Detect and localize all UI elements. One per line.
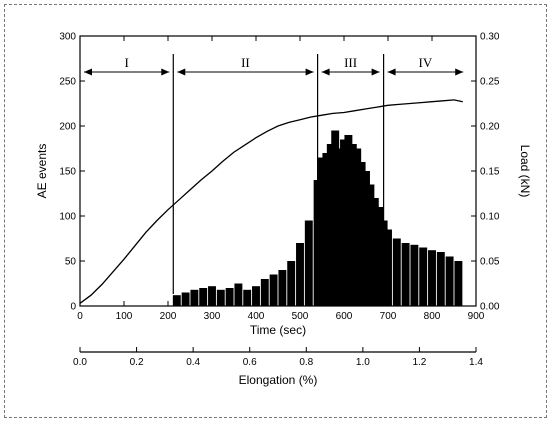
- ae-event-bar: [287, 261, 296, 306]
- region-label: II: [241, 55, 250, 70]
- ae-event-bar: [190, 289, 199, 306]
- x-tick-label: 300: [204, 311, 221, 322]
- ae-event-bar: [208, 286, 216, 306]
- ae-event-bar: [410, 244, 419, 306]
- x2-tick-label: 1.0: [356, 357, 370, 368]
- x2-axis-label: Elongation (%): [239, 373, 318, 387]
- region-arrowhead-left: [177, 68, 186, 76]
- y-axis-label: AE events: [35, 144, 49, 199]
- x2-tick-label: 0.4: [186, 357, 200, 368]
- x2-tick-label: 1.4: [469, 357, 483, 368]
- y2-axis-label: Load (kN): [518, 145, 532, 198]
- y2-tick-label: 0.00: [480, 302, 500, 313]
- ae-event-bar: [348, 144, 357, 306]
- ae-event-bar: [260, 279, 269, 306]
- x-tick-label: 800: [424, 311, 441, 322]
- x2-tick-label: 0.0: [73, 357, 87, 368]
- region-arrowhead-right: [371, 68, 380, 76]
- region-arrowhead-left: [84, 68, 92, 76]
- y-tick-label: 300: [59, 32, 76, 43]
- ae-event-bar: [278, 270, 287, 306]
- x-tick-label: 700: [380, 311, 397, 322]
- x-tick-label: 400: [248, 311, 265, 322]
- ae-event-bar: [353, 148, 362, 306]
- ae-event-bar: [225, 288, 234, 306]
- load-curve: [79, 99, 463, 304]
- y-tick-label: 0: [70, 302, 76, 313]
- region-arrowhead-left: [387, 68, 396, 76]
- region-arrowhead-left: [321, 68, 330, 76]
- ae-event-bar: [322, 153, 331, 306]
- y-tick-label: 200: [59, 122, 76, 133]
- y-tick-label: 150: [59, 167, 76, 178]
- region-arrowhead-right: [305, 68, 314, 76]
- ae-event-bar: [454, 261, 463, 306]
- ae-event-bar: [216, 289, 225, 306]
- ae-event-bar: [296, 243, 304, 306]
- figure-frame: [4, 4, 547, 418]
- x-tick-label: 200: [160, 311, 177, 322]
- region-arrowhead-right: [455, 68, 464, 76]
- y2-tick-label: 0.15: [480, 167, 500, 178]
- y2-tick-label: 0.10: [480, 212, 500, 223]
- ae-event-bar: [335, 148, 344, 306]
- ae-event-bar: [344, 135, 353, 306]
- y-tick-label: 250: [59, 77, 76, 88]
- ae-event-bar: [370, 198, 379, 306]
- ae-event-bar: [384, 229, 392, 306]
- region-arrowhead-right: [161, 68, 170, 76]
- y2-tick-label: 0.25: [480, 77, 500, 88]
- region-label: I: [124, 55, 128, 70]
- ae-event-bar: [392, 238, 401, 306]
- y2-tick-label: 0.30: [480, 32, 500, 43]
- y2-tick-label: 0.05: [480, 257, 500, 268]
- ae-event-bar: [326, 144, 335, 306]
- x-tick-label: 100: [116, 311, 133, 322]
- region-label: IV: [419, 55, 433, 70]
- ae-event-bar: [234, 283, 243, 306]
- x-tick-label: 500: [292, 311, 309, 322]
- ae-event-bar: [362, 171, 370, 306]
- x-tick-label: 600: [336, 311, 353, 322]
- ae-event-bar: [243, 289, 252, 306]
- ae-event-bar: [340, 139, 348, 306]
- ae-event-bar: [252, 286, 260, 306]
- ae-event-bar: [375, 207, 384, 306]
- ae-event-bar: [419, 247, 428, 306]
- x-tick-label: 0: [77, 311, 83, 322]
- ae-event-bar: [445, 256, 454, 306]
- ae-event-bar: [199, 288, 208, 306]
- x2-tick-label: 0.6: [243, 357, 257, 368]
- ae-event-bar: [269, 274, 278, 306]
- y-tick-label: 50: [65, 257, 77, 268]
- ae-event-bar: [181, 292, 190, 306]
- x2-tick-label: 1.2: [412, 357, 426, 368]
- x2-tick-label: 0.2: [130, 357, 144, 368]
- ae-event-bar: [172, 295, 181, 306]
- ae-event-bar: [401, 243, 410, 306]
- ae-event-bar: [331, 130, 340, 306]
- x2-tick-label: 0.8: [299, 357, 313, 368]
- ae-event-bar: [357, 162, 366, 306]
- ae-event-bar: [428, 250, 436, 306]
- ae-event-bar: [366, 184, 375, 306]
- y2-tick-label: 0.20: [480, 122, 500, 133]
- region-label: III: [344, 55, 357, 70]
- y-tick-label: 100: [59, 212, 76, 223]
- x-tick-label: 900: [468, 311, 485, 322]
- x-axis-label: Time (sec): [250, 323, 306, 337]
- ae-event-bar: [304, 220, 313, 306]
- ae-event-bar: [318, 157, 326, 306]
- ae-event-bar: [436, 252, 445, 306]
